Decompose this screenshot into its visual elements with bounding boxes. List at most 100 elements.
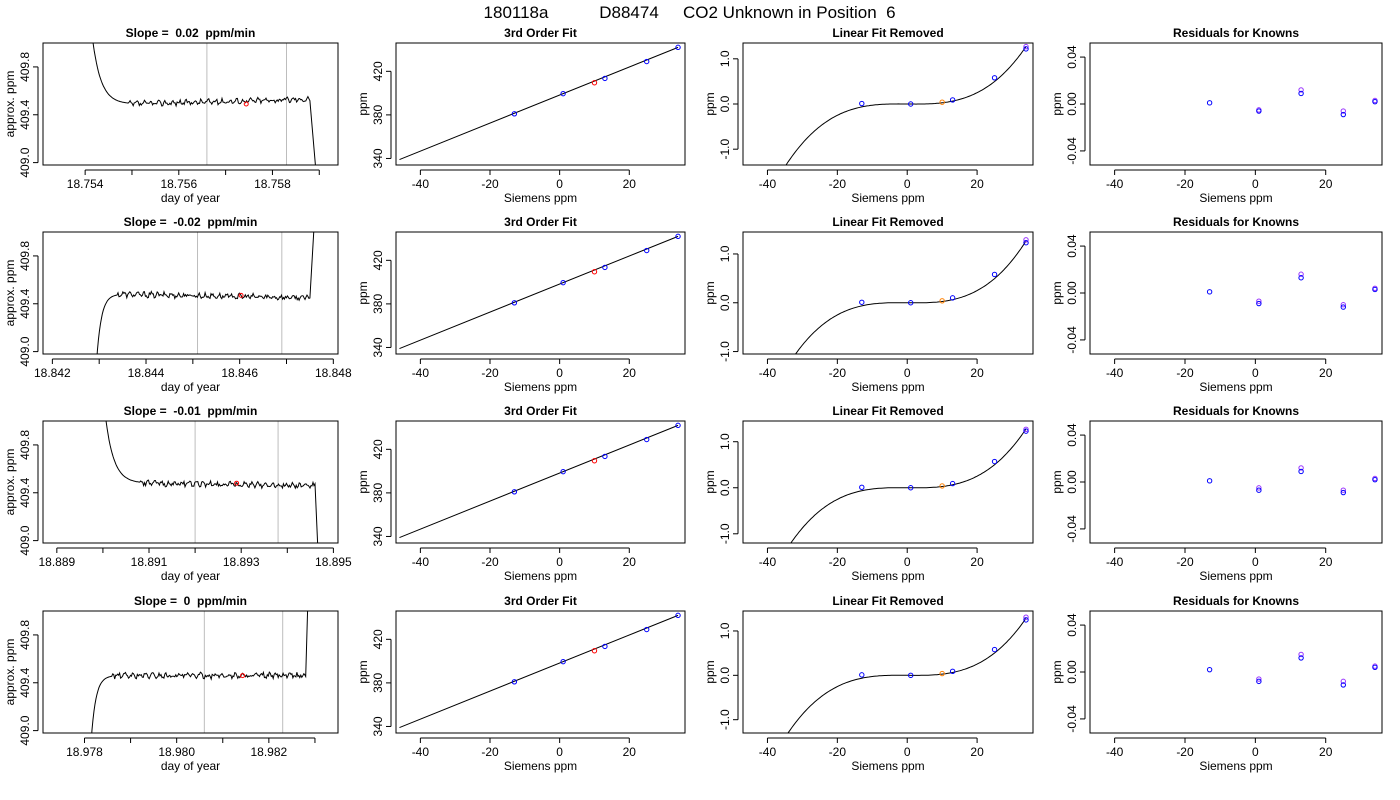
analyzer-trace <box>92 43 316 165</box>
plot-frame <box>395 610 686 734</box>
unknown-point <box>939 99 945 105</box>
x-tick-label: 0 <box>1252 745 1259 759</box>
y-tick-label: 409.8 <box>18 430 32 460</box>
known-standard-point <box>643 58 650 65</box>
known-standard-point <box>1298 90 1304 97</box>
plot-area <box>105 421 319 543</box>
x-axis <box>766 358 978 364</box>
x-axis <box>766 737 978 743</box>
known-standard-point <box>602 75 608 82</box>
x-tick-label: 0 <box>556 177 563 191</box>
x-axis-label: day of year <box>161 380 220 394</box>
x-axis <box>1114 169 1327 175</box>
y-tick-label: 409.0 <box>18 336 32 366</box>
x-tick-label: 18.978 <box>66 745 103 759</box>
known-point-repeat <box>1023 614 1029 620</box>
panel-title: Slope = -0.02 ppm/min <box>124 215 258 229</box>
x-tick-label: 0 <box>904 555 911 569</box>
x-tick-label: 20 <box>1319 366 1333 380</box>
x-axis <box>419 358 630 364</box>
plot-area <box>92 43 316 165</box>
panel-linear-fit-removed-row-3: Linear Fit Removed -40 -20 0 20 Siemens ppm -1… <box>703 404 1034 583</box>
plot-frame <box>1089 610 1383 734</box>
plot-frame <box>42 231 339 355</box>
y-axis-label: ppm <box>703 281 717 304</box>
x-tick-label: -40 <box>412 555 430 569</box>
known-standard-point <box>908 672 914 679</box>
known-standard-point <box>1206 289 1213 295</box>
known-standard-point <box>859 299 865 305</box>
x-tick-label: 20 <box>1319 745 1333 759</box>
panel-residuals-for-knowns-row-2: Residuals for Knowns -40 -20 0 20 Siemens ppm… <box>1050 215 1383 394</box>
panel-title: Residuals for Knowns <box>1173 404 1299 418</box>
x-tick-label: -20 <box>1176 555 1194 569</box>
x-axis-label: Siemens ppm <box>851 759 924 773</box>
y-tick-label: 1.0 <box>718 433 732 450</box>
plot-frame <box>742 42 1034 166</box>
cubic-residual-curve <box>785 46 1027 165</box>
known-standard-point <box>675 233 681 240</box>
known-standard-point <box>602 453 608 460</box>
known-standard-point <box>1023 240 1029 246</box>
unknown-point <box>591 648 598 654</box>
y-tick-label: 0.04 <box>1065 613 1079 637</box>
y-tick-label: 409.4 <box>18 99 32 129</box>
y-tick-label: 0.00 <box>1065 660 1079 684</box>
panel-title: Residuals for Knowns <box>1173 26 1299 40</box>
x-tick-label: 0 <box>1252 366 1259 380</box>
known-standard-point <box>991 458 998 465</box>
plot-frame <box>395 420 686 544</box>
known-standard-point <box>675 44 681 51</box>
panel-title: 3rd Order Fit <box>504 26 577 40</box>
plot-area <box>1206 87 1378 118</box>
panel-title: Residuals for Knowns <box>1173 215 1299 229</box>
known-standard-point <box>908 485 914 491</box>
x-axis <box>56 547 334 553</box>
y-axis-label: ppm <box>703 660 717 683</box>
x-axis <box>84 169 320 175</box>
known-standard-point <box>859 672 865 678</box>
plot-area <box>1206 271 1378 310</box>
unknown-point <box>591 458 598 464</box>
known-point-repeat <box>1298 87 1304 93</box>
x-tick-label: -20 <box>1176 745 1194 759</box>
panel-title: Slope = 0.02 ppm/min <box>126 26 256 40</box>
panel-title: Residuals for Knowns <box>1173 594 1299 608</box>
plot-frame <box>395 42 686 166</box>
plot-frame <box>742 420 1034 544</box>
y-tick-label: 409.4 <box>18 288 32 318</box>
analyzer-trace <box>96 232 315 354</box>
x-tick-label: 20 <box>1319 177 1333 191</box>
cubic-residual-curve <box>790 428 1027 543</box>
x-tick-label: -40 <box>1106 555 1124 569</box>
known-standard-point <box>1256 678 1262 685</box>
known-point-repeat <box>1340 108 1347 114</box>
x-axis-label: Siemens ppm <box>504 380 577 394</box>
x-tick-label: 20 <box>623 366 637 380</box>
known-standard-point <box>560 90 566 97</box>
average-point <box>240 673 246 679</box>
panel-linear-fit-removed-row-2: Linear Fit Removed -40 -20 0 20 Siemens ppm -1… <box>703 215 1034 394</box>
x-tick-label: 0 <box>556 366 563 380</box>
x-tick-label: 0 <box>556 555 563 569</box>
x-tick-label: 0 <box>904 745 911 759</box>
fit-line <box>399 235 679 350</box>
x-tick-label: 0 <box>904 177 911 191</box>
x-tick-label: 18.846 <box>221 366 258 380</box>
y-axis-label: ppm <box>1050 92 1064 115</box>
panel-title: Linear Fit Removed <box>832 594 943 608</box>
y-tick-label: 1.0 <box>718 245 732 262</box>
y-tick-label: 409.8 <box>18 241 32 271</box>
y-tick-label: -1.0 <box>718 709 732 730</box>
y-tick-label: 420 <box>371 61 385 81</box>
y-tick-label: 1.0 <box>718 622 732 639</box>
y-axis <box>733 58 739 150</box>
panel-residuals-for-knowns-row-4: Residuals for Knowns -40 -20 0 20 Siemens ppm… <box>1050 594 1383 773</box>
x-tick-label: 20 <box>623 555 637 569</box>
x-axis <box>419 547 630 553</box>
x-tick-label: 20 <box>970 366 984 380</box>
plot-frame <box>742 231 1034 355</box>
known-standard-point <box>1023 617 1029 623</box>
known-standard-point <box>1256 487 1262 493</box>
y-axis-label: ppm <box>356 281 370 304</box>
